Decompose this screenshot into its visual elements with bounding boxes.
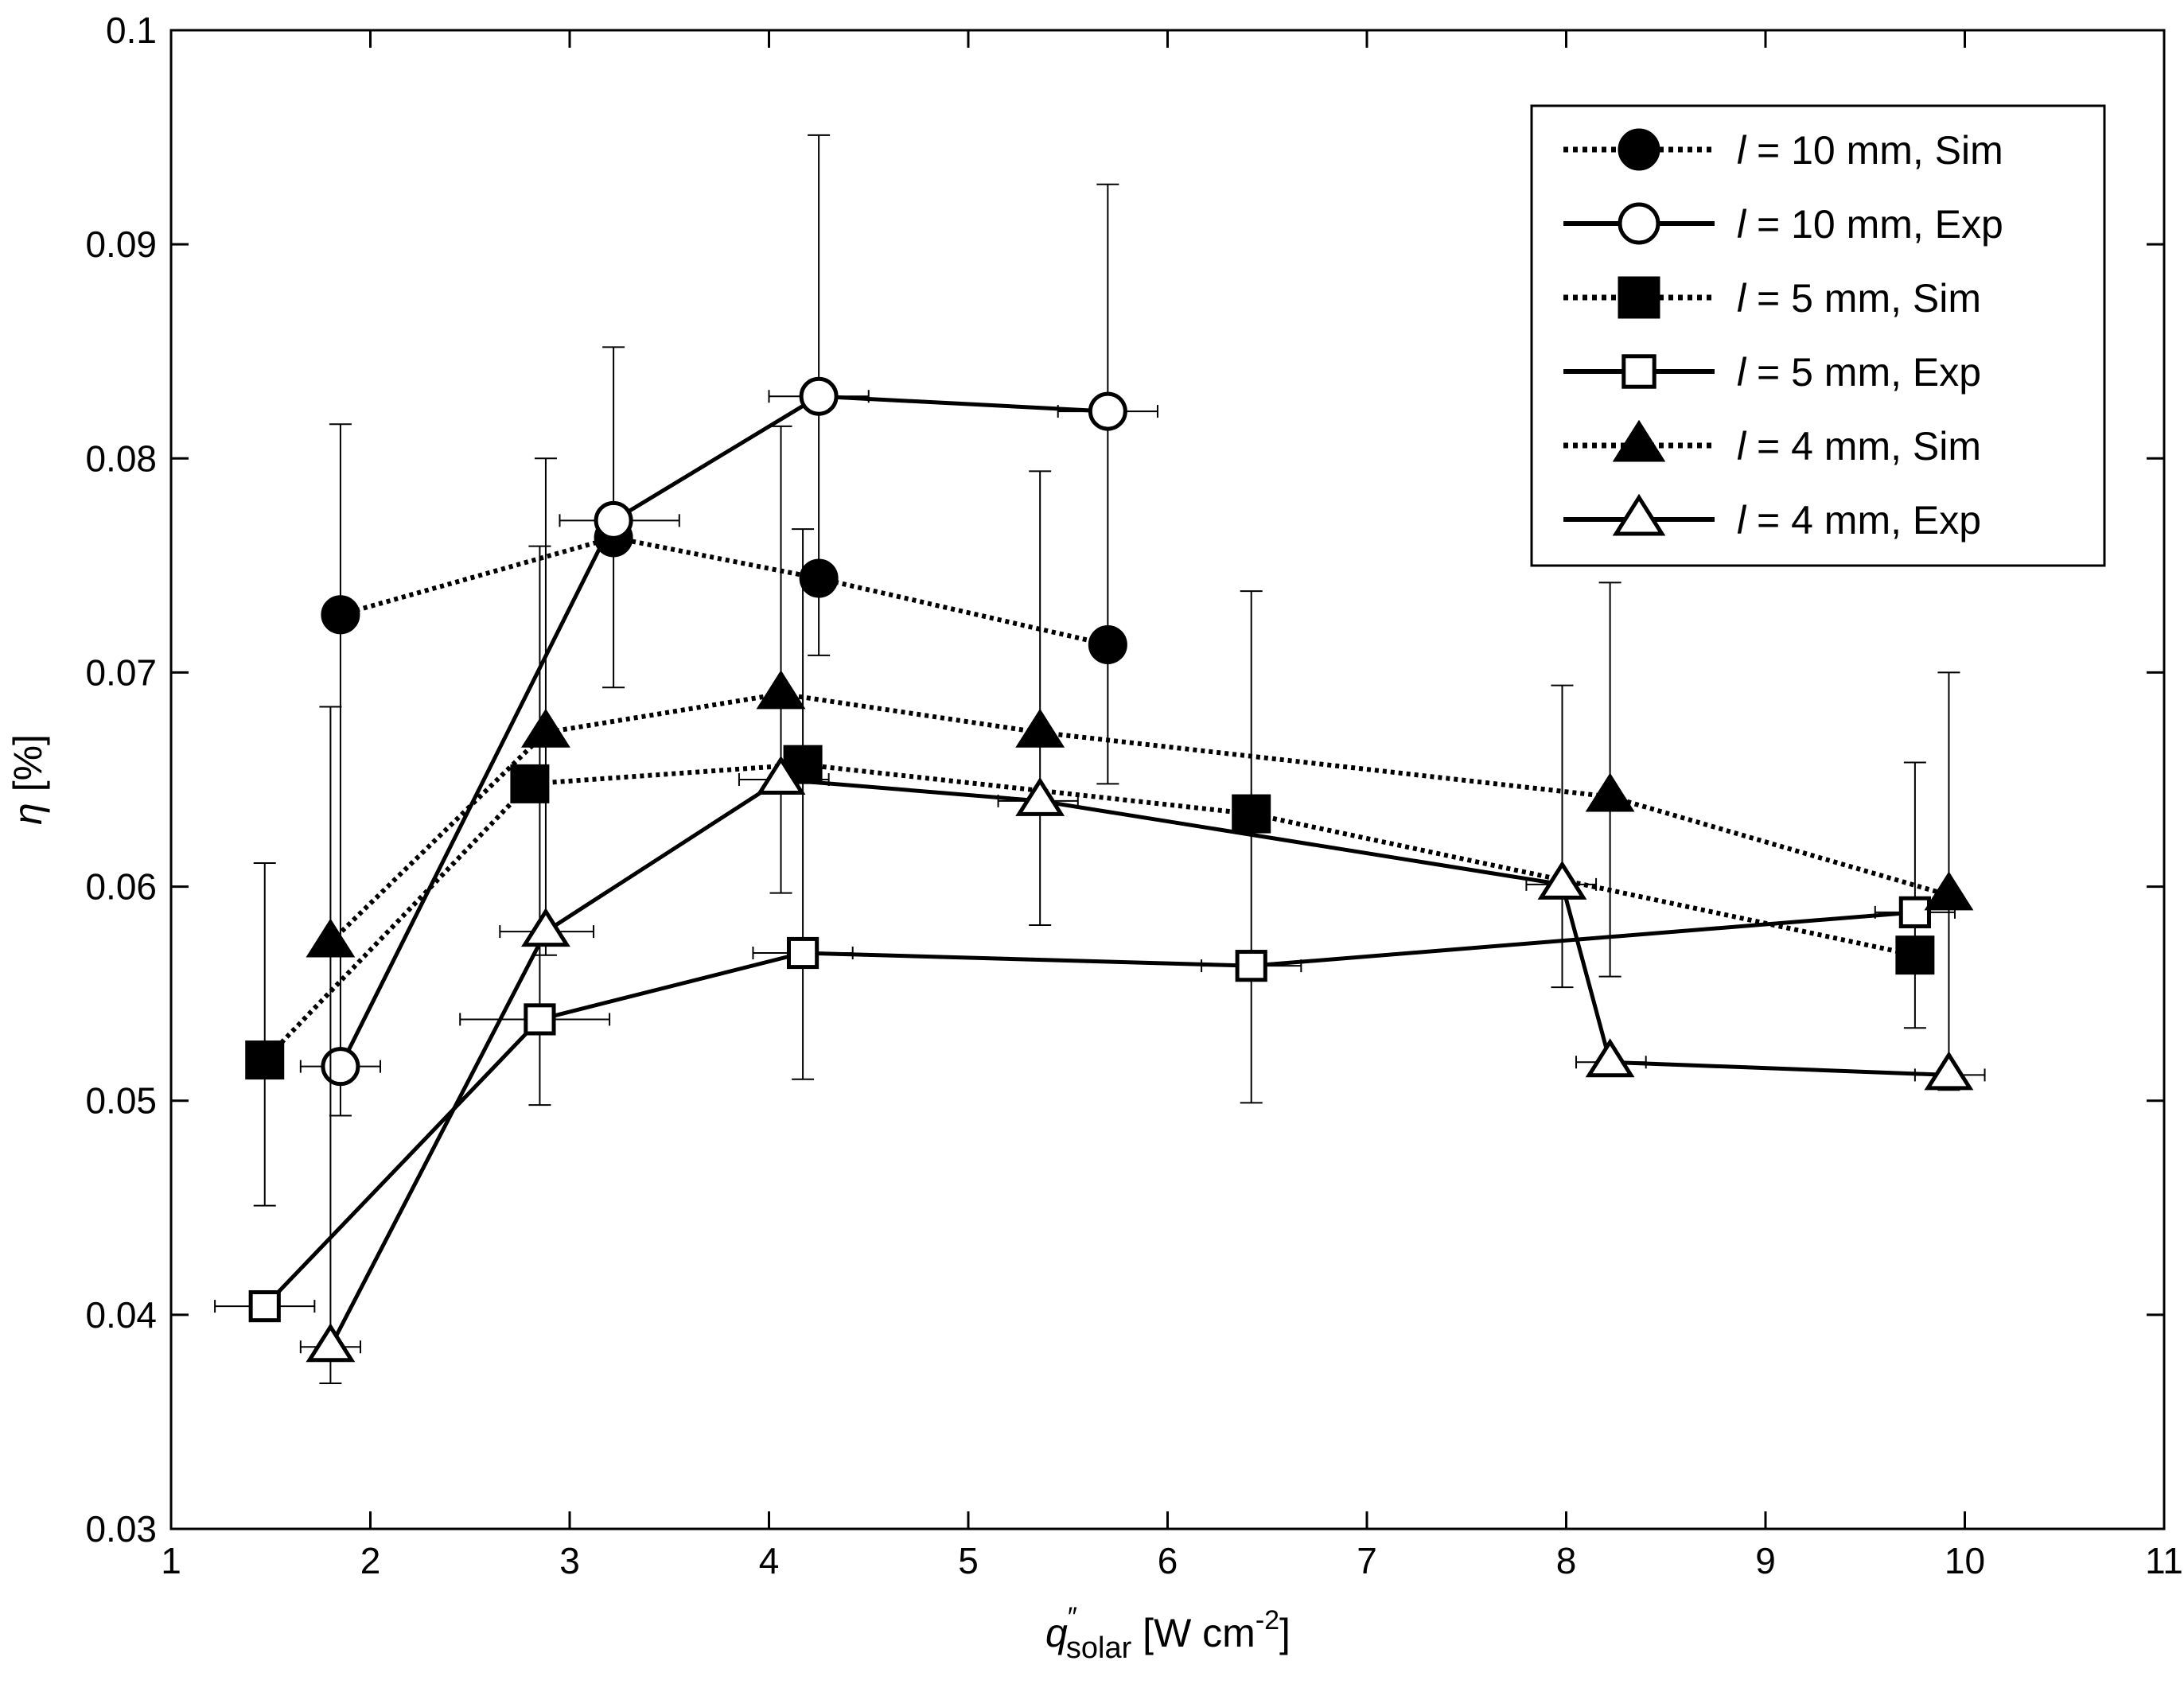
data-point [1924,1051,1974,1091]
series-l-4-mm-exp [299,425,1986,1384]
legend-label: l = 5 mm, Exp [1737,350,1981,395]
series-l-10-mm-sim [321,518,1127,664]
legend-label: l = 4 mm, Exp [1737,498,1981,543]
x-axis-unit-open: [W cm [1131,1611,1256,1655]
x-axis-title: q″ solar [W cm-2] [1045,1602,1291,1665]
data-point [524,1003,556,1036]
y-tick-label: 0.09 [85,224,157,265]
legend-entry: l = 5 mm, Exp [1563,350,1981,395]
x-axis-prime: ″ [1068,1602,1077,1632]
legend-marker [1618,202,1660,245]
x-axis-unit-close: ] [1279,1611,1291,1655]
data-point [321,1047,360,1087]
data-point [594,500,633,540]
legend-entry: l = 10 mm, Sim [1563,128,2003,173]
x-tick-label: 7 [1357,1540,1377,1581]
x-tick-label: 5 [958,1540,979,1581]
y-tick-label: 0.04 [85,1294,157,1336]
y-tick-label: 0.05 [85,1080,157,1122]
legend-box [1530,104,2106,567]
series-l-10-mm-exp [299,134,1158,1117]
legend-marker [1621,354,1656,389]
series-line [338,394,1108,1068]
legend: l = 10 mm, Sim l = 10 mm, Exp l = 5 mm, Si… [1530,104,2106,567]
legend-entry: l = 10 mm, Exp [1563,202,2003,247]
y-tick-label: 0.08 [85,438,157,479]
y-axis-unit: [%] [6,734,50,803]
legend-entry: l = 4 mm, Sim [1563,419,1981,469]
y-tick-label: 0.06 [85,866,157,908]
y-tick-label: 0.07 [85,651,157,693]
data-point [1537,860,1587,900]
x-tick-label: 4 [759,1540,780,1581]
legend-label: l = 10 mm, Sim [1737,128,2003,173]
legend-marker [1612,419,1666,462]
y-tick-label: 0.1 [106,10,157,51]
legend-marker [1618,276,1660,319]
legend-label: l = 10 mm, Exp [1737,202,2003,247]
series-l-5-mm-exp [214,528,1956,1323]
x-tick-label: 2 [360,1540,381,1581]
plot-area [214,134,1986,1384]
data-point [1235,950,1267,982]
legend-marker [1612,493,1666,536]
x-axis-unit-exp: -2 [1256,1605,1279,1635]
legend-label: l = 5 mm, Sim [1737,276,1981,321]
x-tick-label: 6 [1158,1540,1178,1581]
data-point [521,908,570,947]
legend-entry: l = 4 mm, Exp [1563,493,1981,543]
x-axis-symbol: q [1045,1611,1068,1655]
x-tick-label: 3 [559,1540,580,1581]
x-tick-label: 8 [1556,1540,1577,1581]
x-tick-label: 1 [161,1540,181,1581]
y-tick-label: 0.03 [85,1508,157,1550]
legend-entry: l = 5 mm, Sim [1563,276,1981,321]
x-tick-label: 10 [1945,1540,1985,1581]
y-axis-symbol: η [6,803,50,825]
series-line [263,762,1916,1062]
y-axis-title: η [%] [6,734,50,825]
data-point [1898,896,1931,928]
data-point [248,1289,281,1323]
data-point [786,936,819,970]
data-point [799,376,839,416]
data-point [1585,1038,1635,1078]
x-tick-label: 9 [1755,1540,1776,1581]
data-point [1088,391,1127,431]
legend-marker [1618,128,1660,171]
x-axis-subscript: solar [1066,1631,1132,1665]
axes: 1 2 3 4 5 6 7 8 9 10 11 0.03 0.04 0.05 0.06 0.07 0.08 0.0… [85,10,2182,1581]
series-line [329,691,1950,944]
data-point [1015,776,1065,816]
legend-label: l = 4 mm, Sim [1737,424,1981,469]
data-point [306,1323,356,1363]
x-tick-label: 11 [2145,1540,2183,1581]
data-point [510,764,550,803]
data-point [756,756,806,795]
